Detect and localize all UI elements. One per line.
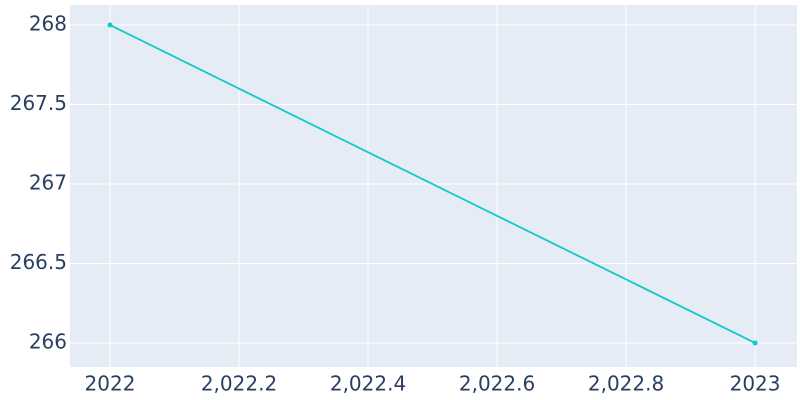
x-tick-label: 2,022.2 bbox=[201, 372, 277, 396]
point bbox=[752, 340, 758, 346]
x-tick-label: 2,022.8 bbox=[588, 372, 664, 396]
y-tick-label: 266.5 bbox=[10, 250, 67, 274]
x-tick-label: 2,022.4 bbox=[330, 372, 406, 396]
x-tick-label: 2022 bbox=[85, 372, 136, 396]
x-tick-label: 2023 bbox=[730, 372, 781, 396]
point bbox=[107, 22, 113, 28]
y-tick-label: 266 bbox=[29, 329, 67, 353]
y-tick-label: 267 bbox=[29, 171, 67, 195]
line bbox=[109, 24, 756, 344]
y-tick-label: 268 bbox=[29, 12, 67, 36]
y-tick-label: 267.5 bbox=[10, 91, 67, 115]
x-tick-label: 2,022.6 bbox=[459, 372, 535, 396]
